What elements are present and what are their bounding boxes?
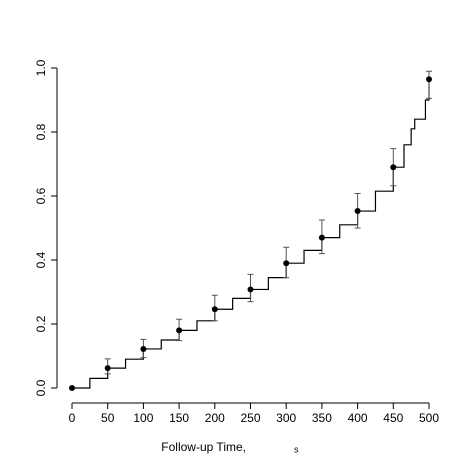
data-point [211, 306, 218, 313]
data-point [354, 208, 361, 215]
y-tick-label: 0.2 [34, 315, 48, 332]
x-tick-label: 250 [240, 411, 260, 425]
x-axis-label: Follow-up Time, [161, 440, 246, 454]
x-tick-label: 100 [133, 411, 153, 425]
x-tick-label: 350 [312, 411, 332, 425]
y-tick-label: 1.0 [34, 59, 48, 76]
data-point [283, 260, 290, 267]
data-point [390, 164, 397, 171]
y-tick-label: 0.0 [34, 379, 48, 396]
x-tick-label: 500 [419, 411, 439, 425]
x-tick-label: 0 [69, 411, 76, 425]
y-tick-label: 0.4 [34, 251, 48, 268]
x-tick-label: 50 [101, 411, 115, 425]
data-point [69, 385, 75, 391]
x-tick-label: 200 [205, 411, 225, 425]
y-tick-label: 0.6 [34, 187, 48, 204]
y-tick-label: 0.8 [34, 123, 48, 140]
x-axis-unit: s [294, 444, 299, 454]
data-point [426, 76, 432, 83]
data-point [104, 365, 111, 372]
x-tick-label: 150 [169, 411, 189, 425]
data-point [176, 327, 183, 334]
data-point [318, 234, 325, 241]
x-tick-label: 400 [348, 411, 368, 425]
data-point [247, 286, 254, 293]
curve [72, 79, 430, 389]
error-bar [426, 70, 432, 99]
x-tick-label: 300 [276, 411, 296, 425]
x-tick-label: 450 [383, 411, 403, 425]
data-point [140, 345, 147, 352]
